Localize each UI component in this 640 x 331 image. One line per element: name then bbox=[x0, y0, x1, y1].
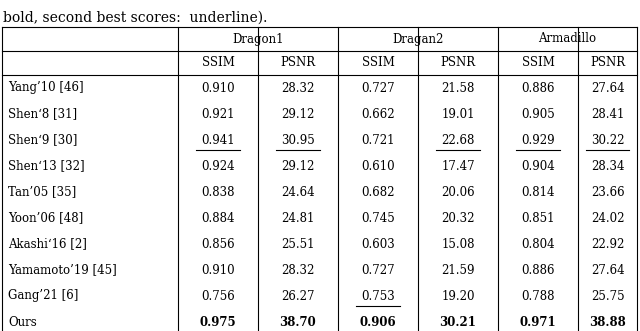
Text: 24.02: 24.02 bbox=[591, 212, 624, 224]
Text: 25.75: 25.75 bbox=[591, 290, 624, 303]
Text: 0.788: 0.788 bbox=[521, 290, 555, 303]
Text: 19.20: 19.20 bbox=[441, 290, 475, 303]
Text: 28.32: 28.32 bbox=[282, 81, 315, 94]
Text: Tan’05 [35]: Tan’05 [35] bbox=[8, 185, 76, 199]
Text: 21.59: 21.59 bbox=[441, 263, 475, 276]
Text: Akashi‘16 [2]: Akashi‘16 [2] bbox=[8, 238, 87, 251]
Text: PSNR: PSNR bbox=[440, 57, 476, 70]
Text: 22.92: 22.92 bbox=[591, 238, 624, 251]
Text: 0.975: 0.975 bbox=[200, 315, 236, 328]
Text: 38.88: 38.88 bbox=[589, 315, 626, 328]
Text: 0.924: 0.924 bbox=[201, 160, 235, 172]
Text: 0.929: 0.929 bbox=[521, 133, 555, 147]
Text: SSIM: SSIM bbox=[522, 57, 554, 70]
Text: 22.68: 22.68 bbox=[442, 133, 475, 147]
Text: SSIM: SSIM bbox=[202, 57, 234, 70]
Text: 0.851: 0.851 bbox=[521, 212, 555, 224]
Text: Dragan2: Dragan2 bbox=[392, 32, 444, 45]
Text: 0.756: 0.756 bbox=[201, 290, 235, 303]
Text: 25.51: 25.51 bbox=[281, 238, 315, 251]
Text: 0.886: 0.886 bbox=[521, 81, 555, 94]
Text: 0.804: 0.804 bbox=[521, 238, 555, 251]
Text: 0.941: 0.941 bbox=[201, 133, 235, 147]
Text: 27.64: 27.64 bbox=[591, 81, 624, 94]
Text: bold, second best scores:  underline).: bold, second best scores: underline). bbox=[3, 11, 268, 25]
Text: 19.01: 19.01 bbox=[441, 108, 475, 120]
Text: Shen‘13 [32]: Shen‘13 [32] bbox=[8, 160, 84, 172]
Text: 0.721: 0.721 bbox=[361, 133, 395, 147]
Text: SSIM: SSIM bbox=[362, 57, 394, 70]
Text: Gang’21 [6]: Gang’21 [6] bbox=[8, 290, 78, 303]
Text: Shen‘8 [31]: Shen‘8 [31] bbox=[8, 108, 77, 120]
Text: Shen‘9 [30]: Shen‘9 [30] bbox=[8, 133, 77, 147]
Text: 0.745: 0.745 bbox=[361, 212, 395, 224]
Text: 27.64: 27.64 bbox=[591, 263, 624, 276]
Text: 24.64: 24.64 bbox=[281, 185, 315, 199]
Text: 0.603: 0.603 bbox=[361, 238, 395, 251]
Text: 0.921: 0.921 bbox=[201, 108, 235, 120]
Text: 29.12: 29.12 bbox=[282, 108, 315, 120]
Text: 23.66: 23.66 bbox=[591, 185, 624, 199]
Text: 0.971: 0.971 bbox=[520, 315, 556, 328]
Text: 28.41: 28.41 bbox=[591, 108, 624, 120]
Text: 30.21: 30.21 bbox=[440, 315, 476, 328]
Text: 0.662: 0.662 bbox=[361, 108, 395, 120]
Text: 0.906: 0.906 bbox=[360, 315, 396, 328]
Text: Ours: Ours bbox=[8, 315, 36, 328]
Text: 20.06: 20.06 bbox=[441, 185, 475, 199]
Text: 0.884: 0.884 bbox=[201, 212, 235, 224]
Text: 0.727: 0.727 bbox=[361, 81, 395, 94]
Text: 0.753: 0.753 bbox=[361, 290, 395, 303]
Text: 0.727: 0.727 bbox=[361, 263, 395, 276]
Text: 30.95: 30.95 bbox=[281, 133, 315, 147]
Text: 20.32: 20.32 bbox=[441, 212, 475, 224]
Text: 38.70: 38.70 bbox=[280, 315, 316, 328]
Text: 0.910: 0.910 bbox=[201, 263, 235, 276]
Text: Yamamoto’19 [45]: Yamamoto’19 [45] bbox=[8, 263, 116, 276]
Text: 0.814: 0.814 bbox=[521, 185, 555, 199]
Text: 29.12: 29.12 bbox=[282, 160, 315, 172]
Text: 26.27: 26.27 bbox=[281, 290, 315, 303]
Text: 24.81: 24.81 bbox=[282, 212, 315, 224]
Text: 15.08: 15.08 bbox=[441, 238, 475, 251]
Text: 0.910: 0.910 bbox=[201, 81, 235, 94]
Text: PSNR: PSNR bbox=[280, 57, 316, 70]
Text: 0.905: 0.905 bbox=[521, 108, 555, 120]
Text: 28.34: 28.34 bbox=[591, 160, 624, 172]
Text: 0.610: 0.610 bbox=[361, 160, 395, 172]
Text: 17.47: 17.47 bbox=[441, 160, 475, 172]
Text: 0.886: 0.886 bbox=[521, 263, 555, 276]
Text: Yang’10 [46]: Yang’10 [46] bbox=[8, 81, 84, 94]
Text: Armadillo: Armadillo bbox=[538, 32, 596, 45]
Text: Dragon1: Dragon1 bbox=[232, 32, 284, 45]
Text: 0.904: 0.904 bbox=[521, 160, 555, 172]
Text: 28.32: 28.32 bbox=[282, 263, 315, 276]
Text: 0.856: 0.856 bbox=[201, 238, 235, 251]
Text: 0.682: 0.682 bbox=[361, 185, 395, 199]
Text: 0.838: 0.838 bbox=[201, 185, 235, 199]
Text: 30.22: 30.22 bbox=[591, 133, 624, 147]
Text: Yoon’06 [48]: Yoon’06 [48] bbox=[8, 212, 83, 224]
Text: PSNR: PSNR bbox=[590, 57, 625, 70]
Text: 21.58: 21.58 bbox=[442, 81, 475, 94]
